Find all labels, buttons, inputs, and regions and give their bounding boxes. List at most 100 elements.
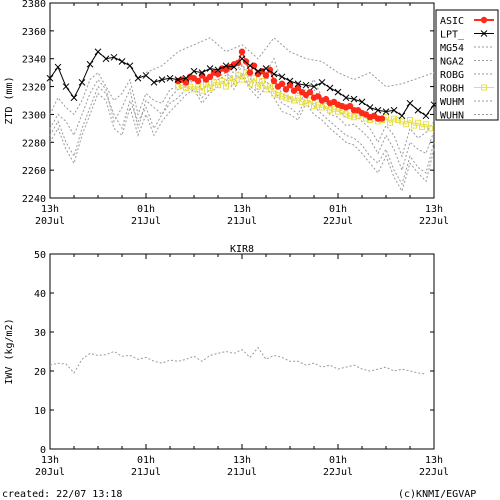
data-point-lpt: [62, 83, 70, 90]
data-point-lpt: [174, 76, 182, 83]
y-tick-label: 10: [34, 406, 46, 417]
data-point-lpt: [134, 74, 142, 82]
x-tick-date-label: 21Jul: [227, 467, 257, 478]
legend-marker-lpt: [480, 30, 488, 37]
series-robh: [175, 69, 433, 132]
series-line-iwv: [49, 346, 427, 375]
plot-title: KIR8: [230, 244, 254, 255]
x-tick-date-label: 21Jul: [131, 216, 161, 227]
data-point-lpt: [398, 112, 406, 120]
y-tick-label: 2300: [22, 110, 46, 121]
plot-frame: [49, 2, 435, 199]
data-point-asic: [378, 115, 386, 122]
data-point-robh: [311, 103, 317, 110]
x-tick-label: 13h: [425, 455, 443, 466]
data-point-lpt: [110, 53, 118, 61]
data-point-robh: [351, 114, 357, 121]
data-point-lpt: [350, 95, 358, 103]
data-point-lpt: [278, 73, 286, 81]
data-point-lpt: [166, 74, 174, 82]
data-point-robh: [287, 96, 293, 103]
legend-label-mg54: MG54: [440, 43, 464, 54]
data-point-robh: [215, 82, 221, 89]
data-point-lpt: [310, 83, 318, 90]
plot-frame: [49, 253, 435, 450]
data-point-robh: [275, 91, 281, 98]
data-point-lpt: [222, 62, 230, 70]
data-point-robh: [319, 104, 325, 111]
x-tick-date-label: 22Jul: [323, 216, 353, 227]
data-point-robh: [423, 121, 429, 128]
y-tick-label: 0: [40, 445, 46, 456]
legend-label-nga2: NGA2: [440, 57, 464, 68]
y-tick-label: 2320: [22, 83, 46, 94]
data-point-lpt: [270, 70, 278, 78]
data-point-asic: [262, 72, 270, 79]
legend-label-wuhm: WUHM: [440, 97, 464, 108]
legend-label-lpt: LPT_: [440, 30, 465, 41]
data-point-lpt: [118, 58, 126, 65]
data-point-robh: [283, 94, 289, 101]
data-point-robh: [427, 125, 433, 132]
data-point-robh: [231, 79, 237, 86]
data-point-asic: [322, 95, 330, 103]
legend-box: [435, 9, 499, 121]
data-point-asic: [278, 80, 286, 87]
data-point-asic: [346, 102, 354, 110]
x-tick-label: 13h: [425, 204, 443, 215]
y-axis-label: IWV (kg/m2): [4, 318, 15, 384]
data-point-robh: [251, 75, 257, 82]
data-point-robh: [407, 117, 413, 123]
legend: ASIC LPT_ MG54 NGA2 ROBG ROBH WUHM WUHN: [435, 9, 499, 122]
data-point-lpt: [358, 98, 366, 106]
data-point-robh: [387, 119, 393, 126]
data-point-robh: [395, 117, 401, 123]
data-point-asic: [214, 70, 222, 78]
series-lpt: [46, 48, 438, 120]
data-point-robh: [235, 72, 241, 79]
data-point-lpt: [230, 63, 238, 71]
series-line-robg: [145, 37, 435, 88]
y-tick-label: 2280: [22, 138, 46, 149]
data-point-robh: [271, 90, 277, 97]
data-point-asic: [286, 81, 294, 89]
x-tick-date-label: 20Jul: [35, 467, 65, 478]
legend-label-robg: ROBG: [440, 70, 464, 81]
data-point-robh: [391, 115, 397, 122]
y-tick-label: 2240: [22, 194, 46, 205]
data-point-lpt: [182, 74, 190, 82]
data-point-asic: [314, 93, 322, 100]
data-point-lpt: [318, 79, 326, 86]
data-point-asic: [306, 88, 314, 96]
data-point-robh: [279, 93, 285, 100]
data-point-lpt: [78, 79, 86, 86]
x-tick-date-label: 22Jul: [323, 467, 353, 478]
data-point-lpt: [238, 55, 246, 63]
legend-marker-robh: [481, 84, 487, 91]
data-point-robh: [327, 107, 333, 114]
data-point-asic: [194, 77, 202, 85]
x-tick-label: 13h: [233, 455, 251, 466]
series-mg54: [49, 57, 435, 158]
x-tick-date-label: 22Jul: [419, 467, 449, 478]
data-point-lpt: [326, 84, 334, 92]
x-tick-label: 13h: [41, 204, 59, 215]
y-tick-label: 2260: [22, 166, 46, 177]
data-point-lpt: [102, 55, 110, 63]
series-wuhn: [49, 74, 435, 193]
data-point-robh: [227, 75, 233, 82]
x-tick-date-label: 22Jul: [419, 216, 449, 227]
iwv-plot: 0102030405013h20Jul01h21Jul13h21Jul01h22…: [4, 244, 449, 478]
data-point-lpt: [198, 69, 206, 76]
series-line-mg54: [49, 57, 435, 158]
y-tick-label: 2380: [22, 0, 46, 10]
data-point-robh: [343, 111, 349, 118]
y-tick-label: 30: [34, 328, 46, 339]
legend-label-wuhn: WUHN: [440, 111, 464, 122]
data-point-robh: [199, 87, 205, 94]
series-nga2: [49, 71, 435, 186]
data-point-lpt: [54, 63, 62, 71]
created-timestamp: created: 22/07 13:18: [2, 489, 122, 500]
data-point-robh: [259, 78, 265, 84]
